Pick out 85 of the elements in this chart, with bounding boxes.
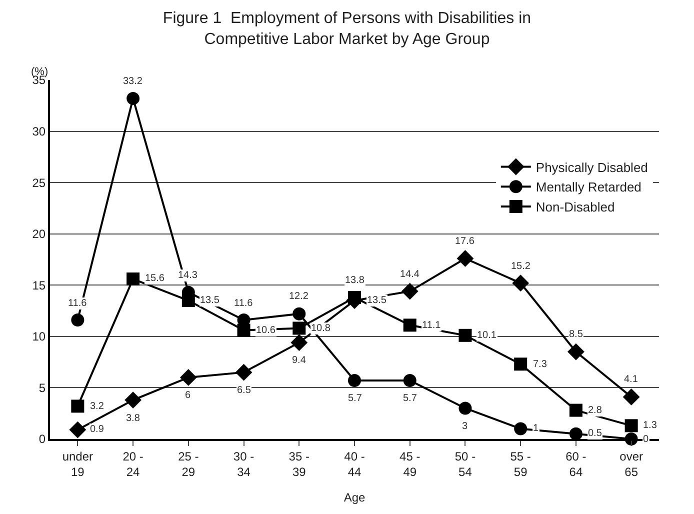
y-tick-label: 15	[32, 278, 46, 292]
data-label: 17.6	[455, 236, 475, 247]
x-tick-label: over 65	[620, 449, 643, 479]
data-label: 10.8	[311, 323, 331, 334]
point	[512, 274, 530, 292]
legend-label: Non-Disabled	[536, 200, 615, 215]
data-label: 10.1	[477, 330, 497, 341]
data-label: 3.8	[126, 413, 140, 424]
data-label: 5.7	[403, 393, 418, 404]
x-tick-label: under 19	[62, 449, 94, 479]
data-label: 0.9	[90, 424, 104, 435]
x-tick-label: 50 - 54	[454, 449, 476, 479]
data-label: 13.5	[200, 295, 220, 306]
point	[514, 358, 528, 371]
point	[126, 92, 140, 105]
x-tick-label: 40 - 44	[344, 449, 365, 479]
point	[235, 364, 252, 381]
point	[569, 427, 582, 440]
x-tick-label: 30 - 34	[233, 449, 254, 479]
data-label: 11.6	[234, 298, 254, 309]
data-label: 8.5	[569, 329, 584, 340]
data-label: 3.2	[90, 401, 104, 412]
x-axis-title: Age	[344, 490, 366, 504]
data-label: 1	[533, 423, 539, 434]
point	[124, 392, 142, 408]
data-label: 1.3	[643, 420, 658, 431]
point	[71, 400, 84, 413]
legend-label: Physically Disabled	[536, 160, 648, 175]
x-tick-label: 25 - 29	[178, 449, 199, 479]
y-tick-label: 5	[38, 380, 46, 395]
data-label: 13.8	[345, 275, 365, 286]
data-label: 2.8	[588, 405, 602, 416]
point	[290, 334, 308, 352]
y-tick-label: 10	[32, 330, 46, 344]
point	[403, 374, 416, 388]
point	[458, 328, 472, 342]
data-label: 6.5	[237, 385, 252, 396]
data-label: 3	[462, 421, 468, 432]
point	[126, 272, 140, 286]
point	[180, 369, 197, 386]
point	[403, 318, 416, 332]
point	[458, 402, 472, 415]
y-tick-label: 30	[32, 124, 46, 138]
point	[568, 343, 584, 360]
data-label: 6	[185, 390, 191, 401]
data-label: 5.7	[348, 393, 362, 404]
point	[622, 388, 640, 406]
data-label: 10.6	[256, 325, 276, 336]
data-label: 9.4	[292, 355, 306, 366]
point	[71, 314, 84, 327]
data-label: 0	[643, 434, 649, 445]
y-tick-label: 20	[32, 227, 46, 242]
data-label: 13.5	[367, 295, 387, 306]
point	[348, 290, 361, 304]
x-tick-label: 60 - 64	[566, 449, 586, 479]
data-label: 15.6	[145, 273, 165, 284]
point	[292, 322, 306, 335]
data-label: 11.1	[422, 320, 442, 331]
data-label: 4.1	[624, 374, 638, 385]
legend-label: Mentally Retarded	[536, 180, 642, 195]
point	[569, 404, 582, 417]
point	[69, 421, 86, 438]
y-tick-label: 25	[32, 176, 46, 190]
point	[237, 324, 250, 337]
x-tick-label: 35 - 39	[288, 449, 310, 479]
point	[401, 282, 418, 300]
chart-title: Figure 1 Employment of Persons with Disabilities in Competitive Labor Market by Age Group	[162, 10, 532, 48]
point	[182, 294, 195, 308]
point	[624, 419, 638, 432]
data-label: 11.6	[68, 298, 88, 309]
data-label: 0.5	[588, 428, 602, 439]
x-tick-label: 55 - 59	[510, 449, 531, 479]
point	[292, 307, 306, 320]
y-tick-label: 0	[38, 432, 46, 446]
data-label: 15.2	[511, 261, 531, 272]
data-label: 14.4	[400, 269, 420, 280]
data-label: 33.2	[123, 76, 143, 87]
point	[514, 422, 528, 436]
data-label: 14.3	[178, 270, 198, 281]
point	[456, 250, 474, 267]
data-label: 12.2	[289, 291, 309, 302]
x-tick-label: 45 - 49	[400, 449, 420, 479]
x-tick-label: 20 - 24	[122, 449, 144, 479]
data-label: 7.3	[533, 359, 548, 370]
point	[348, 374, 361, 388]
